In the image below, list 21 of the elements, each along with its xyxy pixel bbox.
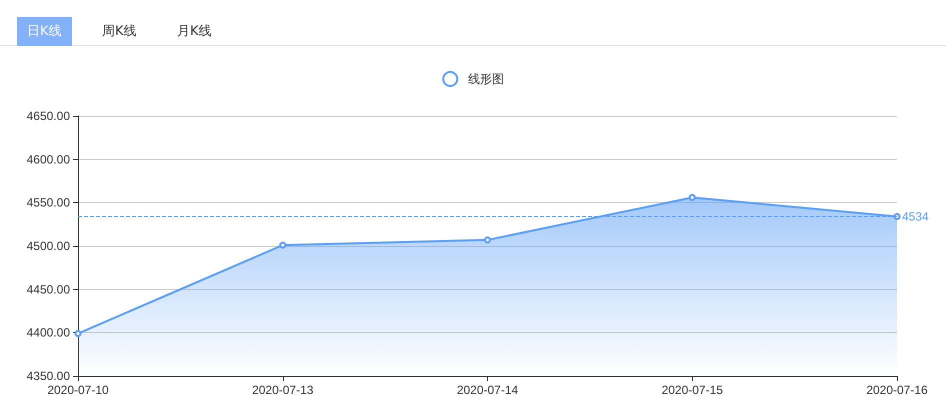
x-tick-label: 2020-07-15 [662,383,724,397]
x-tick-label: 2020-07-10 [47,383,110,397]
x-tick-label: 2020-07-13 [252,383,314,397]
point [74,330,82,338]
y-tick-label: 4600.00 [26,152,70,166]
x-tick-label: 2020-07-16 [866,383,928,397]
ref-line-label: 4534 [902,210,930,224]
point [688,194,696,201]
y-tick-label: 4650.00 [26,109,70,123]
text: 周K线 [101,23,138,41]
y-tick-label: 4500.00 [26,239,70,253]
y-tick-label: 4350.00 [26,369,70,383]
text: 月K线 [176,23,213,41]
point [279,242,286,249]
y-tick-label: 4550.00 [26,196,70,210]
point [484,236,491,244]
x-tick-label: 2020-07-14 [456,383,519,397]
y-tick-label: 4450.00 [26,282,70,296]
y-tick-label: 4400.00 [26,326,70,340]
legend-label: 线形图 [468,72,504,86]
text: 日K线 [17,17,72,46]
